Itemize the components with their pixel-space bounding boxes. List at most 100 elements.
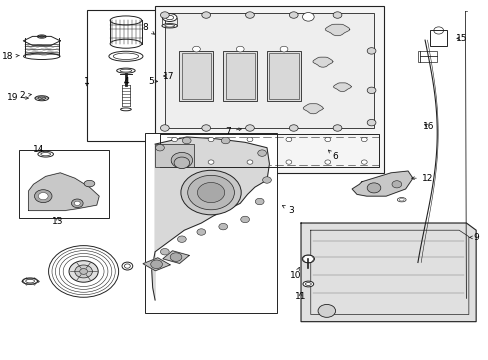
Ellipse shape (110, 16, 142, 25)
Bar (164, 13, 373, 128)
Circle shape (262, 177, 271, 183)
Text: 14: 14 (33, 145, 44, 154)
Ellipse shape (37, 35, 46, 38)
Ellipse shape (84, 180, 95, 187)
Text: 11: 11 (294, 292, 305, 301)
Circle shape (202, 125, 210, 131)
Polygon shape (351, 171, 412, 196)
Text: 15: 15 (455, 34, 467, 43)
Text: 7: 7 (225, 127, 241, 136)
Circle shape (192, 46, 200, 52)
Circle shape (75, 265, 92, 278)
Ellipse shape (35, 96, 48, 101)
Circle shape (71, 199, 83, 208)
Text: 5: 5 (147, 77, 157, 86)
Circle shape (285, 137, 291, 141)
Circle shape (255, 198, 264, 205)
Bar (182, 53, 211, 99)
Circle shape (366, 120, 375, 126)
Polygon shape (29, 173, 99, 211)
Text: 2: 2 (20, 91, 31, 100)
Polygon shape (142, 258, 170, 271)
Circle shape (48, 246, 119, 297)
Text: 19: 19 (7, 93, 28, 102)
Circle shape (302, 13, 313, 21)
Circle shape (246, 160, 252, 164)
Circle shape (160, 248, 169, 255)
Bar (145, 134, 276, 313)
Circle shape (236, 46, 244, 52)
Circle shape (181, 170, 241, 215)
Circle shape (240, 216, 249, 223)
Circle shape (219, 224, 227, 230)
Circle shape (171, 152, 192, 168)
Circle shape (182, 137, 191, 144)
Ellipse shape (109, 51, 142, 61)
Circle shape (197, 229, 205, 235)
Ellipse shape (120, 69, 131, 72)
Circle shape (324, 137, 330, 141)
Circle shape (69, 261, 98, 282)
Ellipse shape (117, 68, 135, 73)
Circle shape (245, 12, 254, 18)
Text: 13: 13 (52, 217, 63, 226)
Bar (87, 10, 164, 140)
Ellipse shape (162, 14, 177, 22)
Bar (269, 53, 298, 99)
Circle shape (332, 12, 341, 18)
Text: 4: 4 (123, 77, 128, 86)
Ellipse shape (162, 24, 177, 28)
Ellipse shape (302, 255, 314, 263)
Text: 6: 6 (328, 150, 337, 161)
Circle shape (366, 87, 375, 94)
Bar (179, 51, 213, 101)
Circle shape (174, 157, 189, 168)
Circle shape (280, 46, 287, 52)
Text: 17: 17 (162, 72, 174, 81)
Circle shape (160, 12, 169, 18)
Text: 8: 8 (142, 23, 154, 34)
Circle shape (187, 175, 234, 210)
Polygon shape (163, 251, 189, 264)
Circle shape (332, 125, 341, 131)
Circle shape (257, 150, 266, 156)
Circle shape (170, 253, 182, 261)
Text: 12: 12 (411, 174, 432, 183)
Circle shape (38, 193, 48, 200)
Text: 3: 3 (282, 206, 294, 215)
Ellipse shape (121, 108, 131, 111)
Circle shape (324, 160, 330, 164)
Circle shape (361, 160, 366, 164)
Circle shape (208, 160, 214, 164)
Ellipse shape (113, 53, 138, 59)
Text: 1: 1 (84, 77, 90, 86)
Circle shape (366, 48, 375, 54)
Ellipse shape (303, 281, 313, 287)
Ellipse shape (397, 198, 405, 202)
Circle shape (171, 137, 177, 141)
Text: 9: 9 (469, 233, 478, 242)
Circle shape (317, 305, 335, 318)
Circle shape (366, 183, 380, 193)
Circle shape (245, 125, 254, 131)
Bar (223, 51, 257, 101)
Bar (155, 6, 383, 173)
Circle shape (35, 190, 52, 203)
Bar (266, 51, 301, 101)
Text: 18: 18 (2, 52, 19, 61)
Bar (19, 149, 109, 218)
Polygon shape (312, 57, 332, 67)
Circle shape (150, 260, 162, 269)
Circle shape (80, 269, 87, 274)
Polygon shape (325, 24, 349, 36)
Polygon shape (303, 104, 323, 114)
Circle shape (202, 12, 210, 18)
Ellipse shape (22, 278, 38, 284)
Bar (155, 144, 194, 167)
Circle shape (150, 263, 159, 269)
Bar (429, 31, 447, 46)
Circle shape (74, 201, 80, 206)
Circle shape (208, 137, 214, 141)
Text: 10: 10 (289, 267, 301, 279)
Bar (225, 53, 254, 99)
